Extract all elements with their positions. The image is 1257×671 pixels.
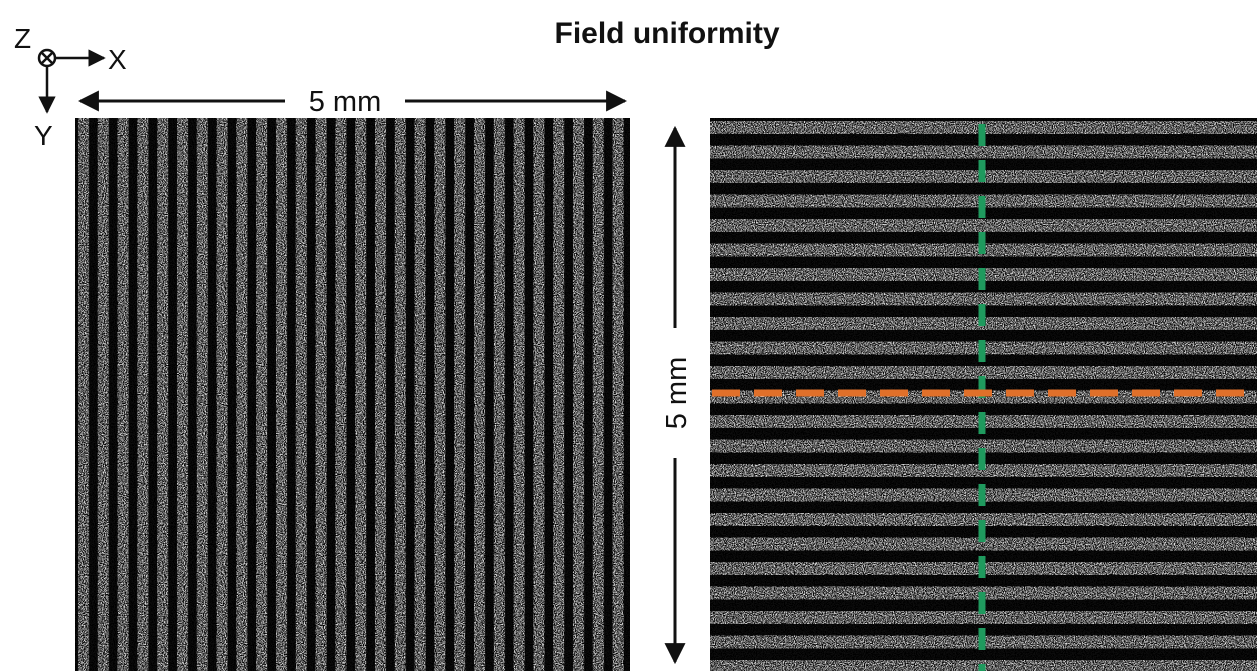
axis-z-cross bbox=[41, 52, 53, 64]
scale-label-horizontal: 5 mm bbox=[309, 86, 382, 118]
axis-y-label: Y bbox=[34, 120, 53, 151]
axis-z-label: Z bbox=[14, 23, 31, 54]
scale-label-vertical: 5 mm bbox=[661, 357, 693, 430]
figure: Field uniformity Z X Y 5 mm 5 mm bbox=[0, 0, 1257, 671]
title: Field uniformity bbox=[555, 17, 780, 50]
fringe-image-vertical bbox=[75, 118, 630, 671]
axis-x-label: X bbox=[108, 44, 127, 75]
